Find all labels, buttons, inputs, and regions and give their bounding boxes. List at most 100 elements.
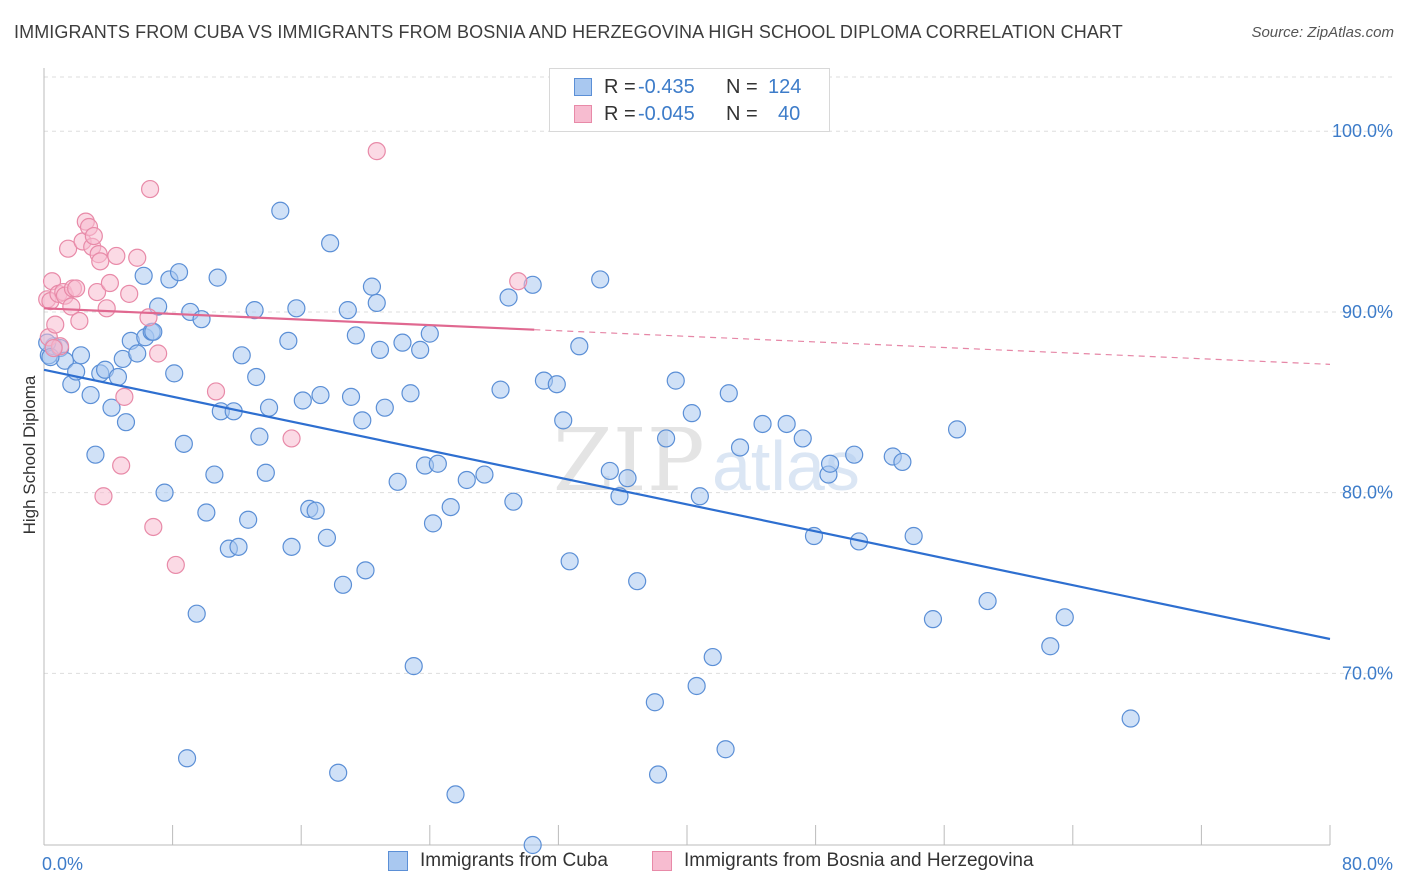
series-legend: Immigrants from Cuba Immigrants from Bos…: [0, 850, 1406, 880]
cuba-point: [102, 398, 121, 417]
cuba-point: [618, 469, 637, 488]
cuba-point: [362, 277, 382, 296]
legend-row-cuba: R = -0.435 N = 124: [574, 74, 801, 100]
cuba-point: [428, 454, 447, 473]
cuba-point: [730, 438, 750, 457]
bosnia-point: [67, 279, 86, 298]
cuba-swatch: [574, 78, 592, 96]
cuba-point: [560, 552, 579, 571]
cuba-point: [411, 340, 430, 359]
cuba-point: [353, 411, 372, 430]
bosnia-point: [115, 387, 134, 406]
bosnia-legend-label: Immigrants from Bosnia and Herzegovina: [684, 850, 1034, 871]
bosnia-point: [91, 252, 110, 271]
cuba-point: [116, 413, 136, 432]
bosnia-point: [87, 282, 107, 302]
cuba-point: [457, 470, 476, 490]
bosnia-point: [97, 299, 116, 318]
cuba-point: [250, 427, 269, 446]
cuba-point: [645, 693, 664, 712]
cuba-point: [923, 610, 943, 629]
cuba-point: [393, 333, 412, 352]
cuba-point: [134, 266, 153, 285]
cuba-point: [165, 364, 184, 383]
cuba-trendline: [43, 368, 1331, 641]
bosnia-point: [46, 315, 65, 334]
cuba-point: [192, 310, 211, 329]
bosnia-point: [144, 517, 163, 537]
cuba-point: [311, 385, 330, 405]
cuba-point: [1121, 709, 1140, 728]
bosnia-point: [166, 555, 185, 575]
bosnia-point: [70, 311, 89, 331]
bosnia-point: [139, 308, 158, 327]
cuba-point: [1055, 608, 1074, 627]
bosnia-point: [84, 226, 103, 246]
stats-legend: R = -0.435 N = 124 R = -0.045 N = 40: [549, 68, 830, 132]
cuba-point: [657, 429, 676, 448]
cuba-point: [128, 344, 147, 363]
cuba-point: [446, 785, 465, 804]
cuba-point: [793, 429, 812, 448]
legend-item-cuba: Immigrants from Cuba: [388, 850, 608, 872]
trend-layer: [43, 307, 1331, 641]
cuba-point: [1041, 637, 1060, 656]
cuba-point: [682, 404, 701, 423]
y-axis-label: High School Diploma: [20, 375, 39, 534]
legend-r-label: R =: [604, 102, 636, 125]
y-tick-label: 80.0%: [1342, 483, 1393, 503]
cuba-point: [232, 346, 251, 365]
bosnia-point: [140, 179, 160, 199]
cuba-point: [753, 414, 772, 434]
cuba-point: [338, 301, 357, 320]
cuba-point: [306, 501, 325, 520]
bosnia-point: [107, 246, 126, 266]
cuba-point: [441, 497, 460, 517]
cuba-point: [423, 514, 443, 533]
cuba-point: [570, 337, 589, 356]
y-tick-label: 90.0%: [1342, 302, 1393, 322]
cuba-point: [367, 293, 386, 313]
y-tick-labels: 70.0% 80.0% 90.0% 100.0%: [1332, 121, 1393, 683]
y-tick-label: 100.0%: [1332, 121, 1393, 141]
bosnia-swatch: [574, 105, 592, 123]
bosnia-point: [128, 248, 147, 267]
cuba-point: [777, 414, 796, 434]
cuba-point: [420, 324, 439, 343]
bosnia-point: [367, 142, 386, 161]
cuba-point: [81, 385, 100, 405]
grid-layer: [44, 76, 1393, 674]
cuba-point: [978, 591, 997, 611]
legend-n-value: 124: [768, 75, 802, 98]
cuba-point: [356, 561, 375, 580]
cuba-point: [703, 647, 722, 667]
cuba-point: [271, 201, 290, 220]
cuba-point: [401, 384, 420, 403]
cuba-point: [287, 299, 306, 318]
cuba-point: [719, 384, 738, 403]
x-tick-label-max: 80.0%: [1342, 854, 1393, 874]
cuba-point: [666, 371, 685, 390]
cuba-point: [86, 445, 105, 464]
y-tick-label: 70.0%: [1342, 663, 1393, 683]
chart-title: IMMIGRANTS FROM CUBA VS IMMIGRANTS FROM …: [14, 22, 1123, 42]
legend-n-label: N =: [726, 75, 758, 98]
cuba-point: [388, 472, 407, 491]
cuba-point: [239, 510, 258, 529]
cuba-point: [155, 483, 174, 502]
cuba-point: [229, 537, 248, 556]
cuba-point: [370, 340, 390, 359]
cuba-point: [499, 288, 518, 307]
legend-r-value: -0.435: [638, 75, 695, 98]
cuba-point: [375, 398, 394, 417]
cuba-point: [169, 263, 189, 282]
cuba-point: [205, 465, 224, 484]
bosnia-legend-swatch: [652, 851, 672, 871]
cuba-point: [600, 461, 619, 481]
cuba-point: [282, 537, 301, 556]
bosnia-trendline-extension: [534, 329, 1331, 365]
bosnia-point: [206, 382, 226, 401]
cuba-point: [591, 270, 610, 289]
cuba-point: [187, 604, 206, 623]
